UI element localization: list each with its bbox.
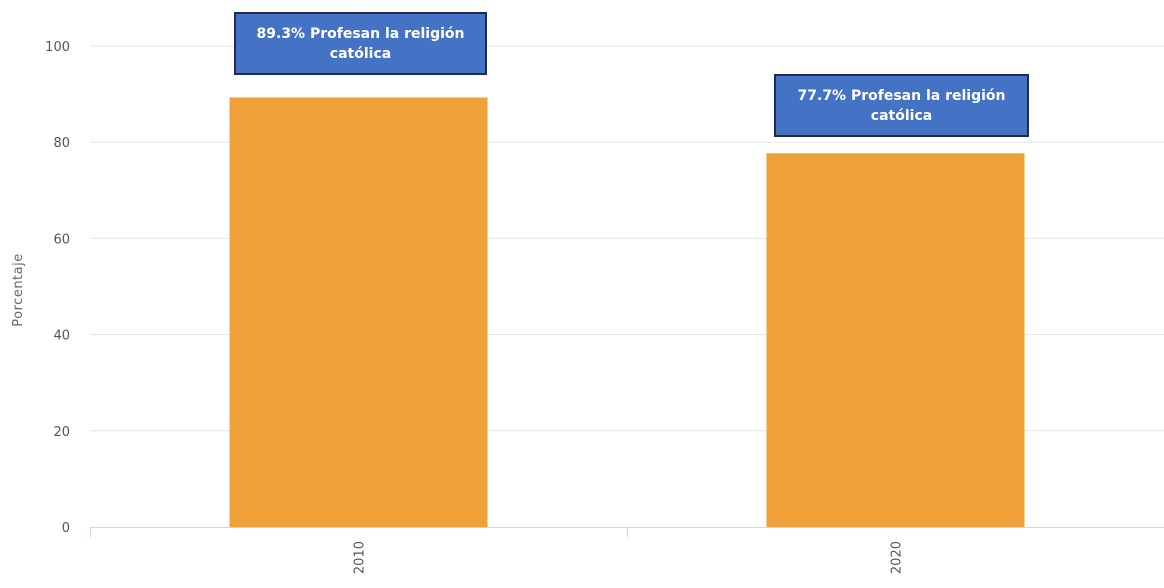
y-tick-label-0: 0 xyxy=(62,521,70,536)
annotation-2010: 89.3% Profesan la religión católica xyxy=(234,12,487,75)
x-tick-label-2020: 2020 xyxy=(890,541,905,574)
x-axis: 2010 2020 xyxy=(90,527,1164,574)
bar-2020 xyxy=(766,153,1025,527)
y-axis-tick-labels: 0 20 40 60 80 100 xyxy=(45,40,70,536)
y-tick-label-20: 20 xyxy=(53,425,70,440)
x-tick-label-2010: 2010 xyxy=(353,541,368,574)
annotation-2020: 77.7% Profesan la religión católica xyxy=(774,74,1029,137)
y-tick-label-40: 40 xyxy=(53,329,70,344)
y-tick-label-100: 100 xyxy=(45,40,70,55)
y-tick-label-60: 60 xyxy=(53,232,70,247)
bar-2010 xyxy=(229,97,488,527)
bars xyxy=(229,97,1025,527)
y-axis-title: Porcentaje xyxy=(11,253,26,326)
y-tick-label-80: 80 xyxy=(53,136,70,151)
